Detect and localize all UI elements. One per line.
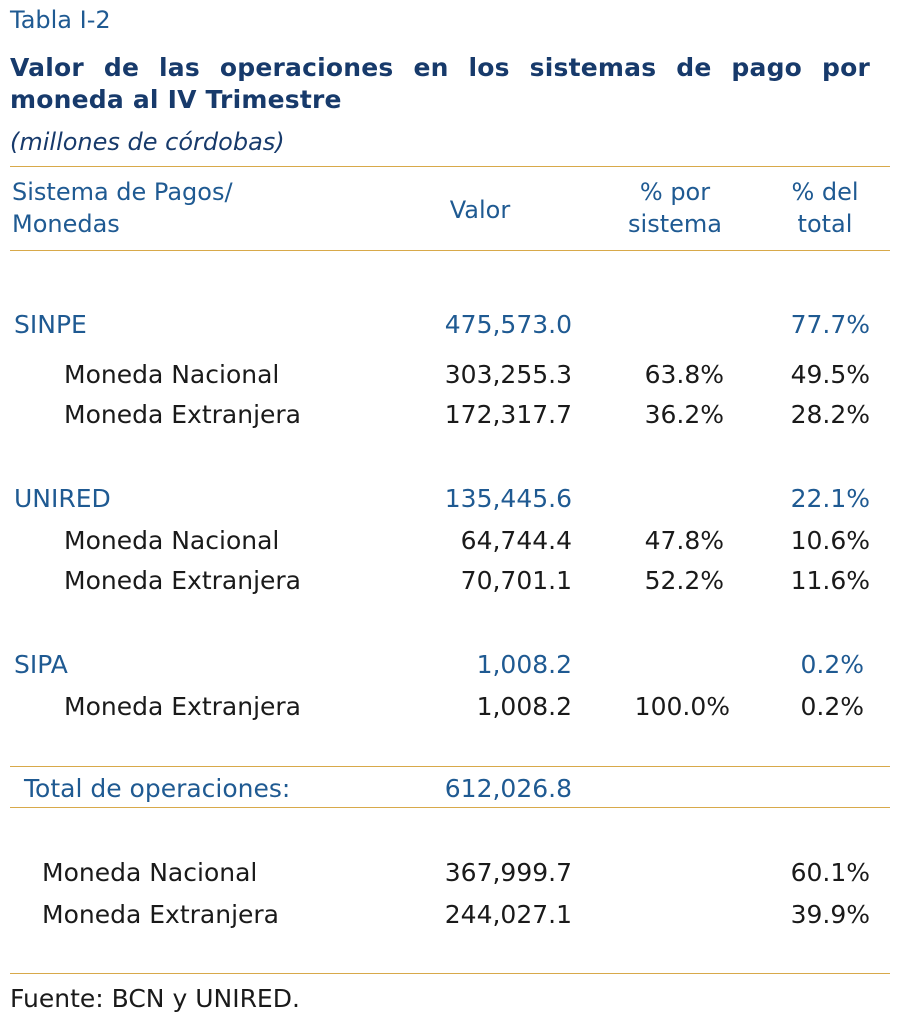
row-pct-total: 0.2% bbox=[800, 692, 864, 721]
row-pct-system: 100.0% bbox=[634, 692, 730, 721]
row-valor: 303,255.3 bbox=[444, 360, 572, 389]
group-valor-unired: 135,445.6 bbox=[444, 484, 572, 513]
group-name-sinpe: SINPE bbox=[14, 310, 87, 339]
total-label: Total de operaciones: bbox=[24, 774, 291, 803]
header-pct-total: % del total bbox=[760, 176, 890, 240]
row-label: Moneda Nacional bbox=[64, 360, 280, 389]
header-pct-total-line1: % del bbox=[791, 178, 859, 206]
group-name-sipa: SIPA bbox=[14, 650, 68, 679]
header-pct-system: % por sistema bbox=[600, 176, 750, 240]
group-pct-total-sinpe: 77.7% bbox=[790, 310, 870, 339]
table-title-line1: Valor de las operaciones en los sistemas… bbox=[10, 53, 870, 82]
row-pct-system: 47.8% bbox=[644, 526, 724, 555]
summary-label: Moneda Extranjera bbox=[42, 900, 279, 929]
row-valor: 1,008.2 bbox=[476, 692, 572, 721]
header-valor: Valor bbox=[449, 196, 511, 224]
total-valor: 612,026.8 bbox=[444, 774, 572, 803]
row-pct-total: 28.2% bbox=[790, 400, 870, 429]
group-pct-total-unired: 22.1% bbox=[790, 484, 870, 513]
group-name-unired: UNIRED bbox=[14, 484, 111, 513]
summary-valor: 244,027.1 bbox=[444, 900, 572, 929]
footer-rule bbox=[10, 973, 890, 974]
group-valor-sipa: 1,008.2 bbox=[476, 650, 572, 679]
row-label: Moneda Nacional bbox=[64, 526, 280, 555]
summary-pct-total: 60.1% bbox=[790, 858, 870, 887]
table-subtitle: (millones de córdobas) bbox=[10, 128, 285, 156]
source-note: Fuente: BCN y UNIRED. bbox=[10, 984, 300, 1013]
header-pct-system-line2: sistema bbox=[628, 210, 722, 238]
row-label: Moneda Extranjera bbox=[64, 692, 301, 721]
summary-valor: 367,999.7 bbox=[444, 858, 572, 887]
row-pct-total: 49.5% bbox=[790, 360, 870, 389]
row-valor: 172,317.7 bbox=[444, 400, 572, 429]
table-caption: Tabla I-2 bbox=[10, 6, 111, 34]
header-pct-system-line1: % por bbox=[639, 178, 711, 206]
header-top-rule bbox=[10, 166, 890, 167]
row-pct-system: 63.8% bbox=[644, 360, 724, 389]
row-valor: 64,744.4 bbox=[460, 526, 572, 555]
row-valor: 70,701.1 bbox=[460, 566, 572, 595]
header-bottom-rule bbox=[10, 250, 890, 251]
group-valor-sinpe: 475,573.0 bbox=[444, 310, 572, 339]
total-bottom-rule bbox=[10, 807, 890, 808]
row-pct-total: 11.6% bbox=[790, 566, 870, 595]
summary-label: Moneda Nacional bbox=[42, 858, 258, 887]
group-pct-total-sipa: 0.2% bbox=[800, 650, 864, 679]
header-system: Sistema de Pagos/ Monedas bbox=[12, 176, 233, 240]
header-pct-total-line2: total bbox=[797, 210, 853, 238]
row-pct-system: 52.2% bbox=[644, 566, 724, 595]
header-system-line2: Monedas bbox=[12, 210, 120, 238]
row-label: Moneda Extranjera bbox=[64, 566, 301, 595]
row-pct-total: 10.6% bbox=[790, 526, 870, 555]
total-top-rule bbox=[10, 766, 890, 767]
table-title-line2: moneda al IV Trimestre bbox=[10, 85, 342, 114]
summary-pct-total: 39.9% bbox=[790, 900, 870, 929]
header-system-line1: Sistema de Pagos/ bbox=[12, 178, 233, 206]
row-label: Moneda Extranjera bbox=[64, 400, 301, 429]
row-pct-system: 36.2% bbox=[644, 400, 724, 429]
